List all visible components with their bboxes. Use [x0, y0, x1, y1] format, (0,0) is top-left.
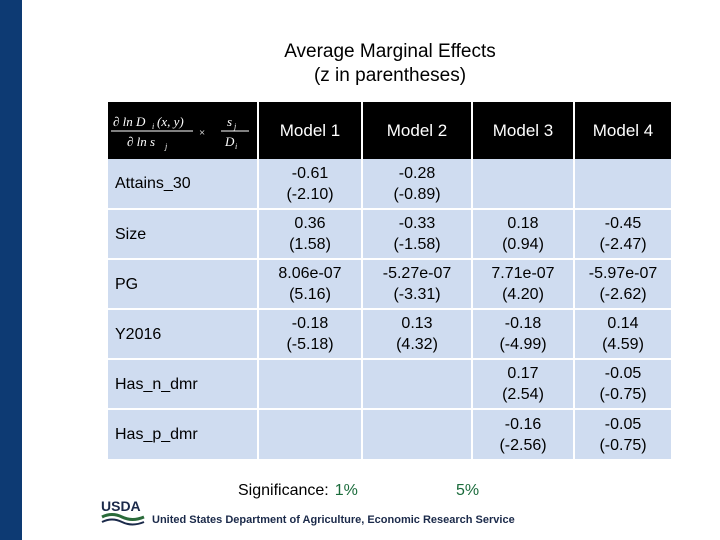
table-row: Attains_30 -0.61 (-2.10) -0.28 (-0.89) [108, 159, 673, 209]
formula-rnum: s [227, 114, 232, 129]
table-cell: -0.18 (-5.18) [258, 308, 363, 359]
table-cell: -0.18 (-4.99) [472, 308, 575, 359]
header-model-1: Model 1 [258, 102, 363, 159]
table-cell: 0.18 (0.94) [472, 208, 575, 259]
usda-logo-text: USDA [101, 498, 141, 514]
formula-den: ∂ ln s [127, 134, 155, 149]
row-label: Y2016 [108, 308, 259, 359]
slide-title: Average Marginal Effects (z in parenthes… [190, 40, 590, 88]
table-cell: -0.45 (-2.47) [574, 208, 673, 259]
table-cell: -0.16 (-2.56) [472, 408, 575, 459]
significance-5pct: 5% [456, 482, 480, 499]
significance-1pct: 1% [334, 482, 358, 499]
table-cell [574, 159, 673, 209]
formula-num-args: (x, y) [157, 114, 184, 129]
table-cell: -0.05 (-0.75) [574, 408, 673, 459]
table-cell [362, 358, 473, 409]
table-row: Has_p_dmr -0.16 (-2.56) -0.05 (-0.75) [108, 408, 673, 459]
formula-rden: D [224, 134, 235, 149]
title-line-2: (z in parentheses) [313, 65, 467, 86]
row-label: Attains_30 [108, 159, 259, 209]
table-cell: 0.13 (4.32) [362, 308, 473, 359]
table-cell [472, 159, 575, 209]
header-model-2: Model 2 [362, 102, 473, 159]
elasticity-formula-icon: ∂ ln D i (x, y) ∂ ln s j × s j D i [110, 114, 249, 151]
table-cell [258, 358, 363, 409]
table-cell: -0.28 (-0.89) [362, 159, 473, 209]
header-row: ∂ ln D i (x, y) ∂ ln s j × s j D i [108, 102, 673, 159]
marginal-effects-table: ∂ ln D i (x, y) ∂ ln s j × s j D i [108, 102, 673, 459]
formula-num: ∂ ln D [113, 114, 146, 129]
table-cell: 0.14 (4.59) [574, 308, 673, 359]
usda-logo-icon: USDA [101, 498, 145, 526]
row-label: Has_p_dmr [108, 408, 259, 459]
table-cell: -5.97e-07 (-2.62) [574, 258, 673, 309]
header-model-3: Model 3 [472, 102, 575, 159]
table-cell: -0.61 (-2.10) [258, 159, 363, 209]
table-cell: -0.33 (-1.58) [362, 208, 473, 259]
left-decorative-band [0, 0, 22, 540]
formula-header: ∂ ln D i (x, y) ∂ ln s j × s j D i [108, 102, 259, 159]
significance-label: Significance: [238, 482, 329, 499]
significance-legend: Significance: 1% [238, 482, 358, 500]
table-row: Y2016 -0.18 (-5.18) 0.13 (4.32) -0.18 (-4.9… [108, 308, 673, 359]
table-cell: 8.06e-07 (5.16) [258, 258, 363, 309]
formula-num-sub: i [152, 122, 154, 131]
table-cell: 0.17 (2.54) [472, 358, 575, 409]
table-cell [258, 408, 363, 459]
table-cell: 7.71e-07 (4.20) [472, 258, 575, 309]
row-label: Has_n_dmr [108, 358, 259, 409]
formula-rden-sub: i [235, 142, 237, 151]
title-line-1: Average Marginal Effects [284, 41, 496, 62]
footer-agency: United States Department of Agriculture,… [152, 514, 515, 526]
table-cell [362, 408, 473, 459]
table-cell: 0.36 (1.58) [258, 208, 363, 259]
table-row: PG 8.06e-07 (5.16) -5.27e-07 (-3.31) 7.71e… [108, 258, 673, 309]
formula-rnum-sub: j [233, 122, 237, 131]
table-cell: -0.05 (-0.75) [574, 358, 673, 409]
table-cell: -5.27e-07 (-3.31) [362, 258, 473, 309]
row-label: Size [108, 208, 259, 259]
row-label: PG [108, 258, 259, 309]
table-row: Size 0.36 (1.58) -0.33 (-1.58) 0.18 (0.94) … [108, 208, 673, 259]
formula-den-sub: j [164, 142, 168, 151]
header-model-4: Model 4 [574, 102, 673, 159]
table-row: Has_n_dmr 0.17 (2.54) -0.05 (-0.75) [108, 358, 673, 409]
formula-times: × [199, 127, 205, 139]
